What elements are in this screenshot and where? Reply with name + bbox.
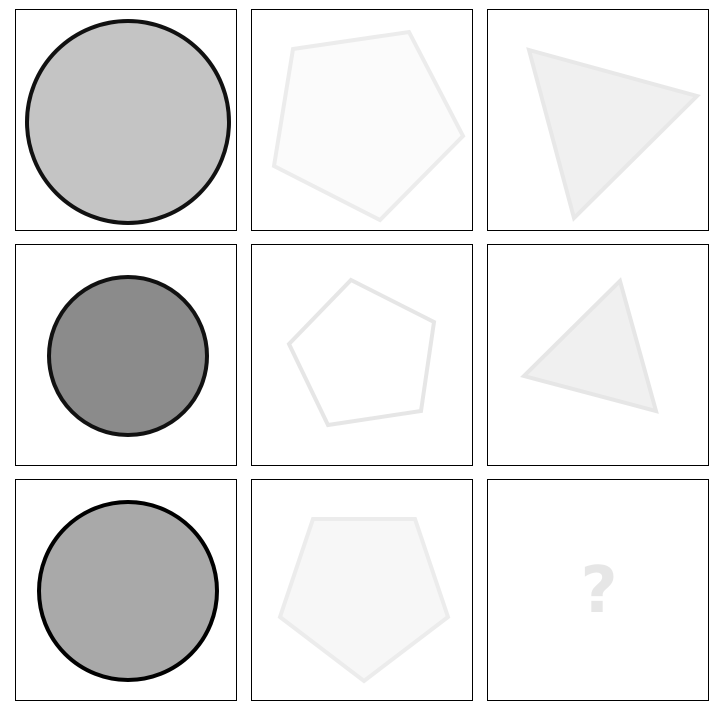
grid-cell-r2-c2 [251, 244, 473, 466]
question-mark: ? [580, 554, 618, 628]
missing-answer-cell[interactable]: ? [487, 479, 709, 701]
circle-shape [47, 275, 209, 437]
pentagon-shape [286, 277, 437, 428]
pentagon-shape [277, 517, 451, 684]
triangle-shape [520, 277, 659, 414]
grid-cell-r3-c1 [15, 479, 237, 701]
grid-cell-r3-c2 [251, 479, 473, 701]
pentagon-shape [271, 29, 466, 223]
grid-cell-r1-c1 [15, 9, 237, 231]
circle-shape [25, 19, 231, 225]
grid-cell-r2-c1 [15, 244, 237, 466]
circle-shape [37, 500, 219, 682]
grid-cell-r1-c2 [251, 9, 473, 231]
grid-cell-r2-c3 [487, 244, 709, 466]
grid-cell-r1-c3 [487, 9, 709, 231]
triangle-shape [526, 47, 701, 222]
